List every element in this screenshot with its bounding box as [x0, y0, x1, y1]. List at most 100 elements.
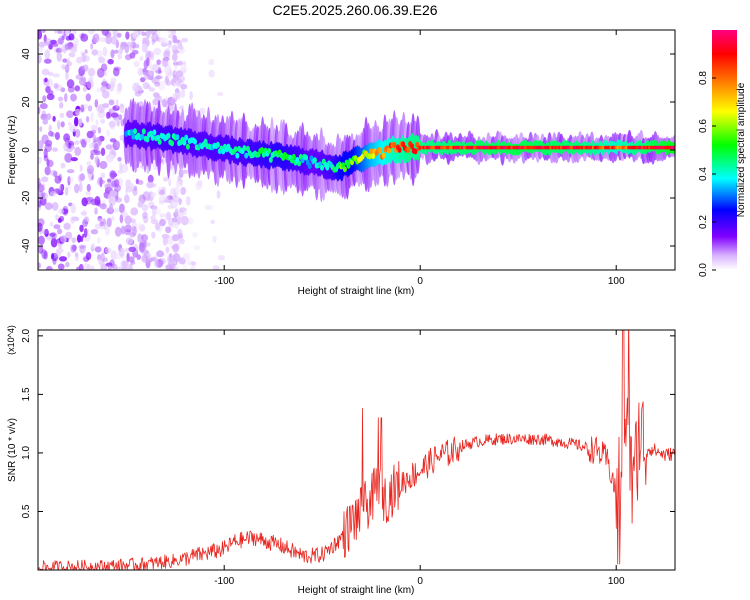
ridge-core: [369, 148, 374, 155]
y-tick-label: 2.0: [21, 328, 32, 342]
snr-frame: [37, 329, 676, 571]
noise-blob: [112, 30, 118, 37]
ridge-core: [267, 148, 272, 154]
noise-blob: [107, 58, 114, 65]
noise-blob: [108, 81, 115, 92]
noise-blob: [156, 30, 161, 38]
ridge-core: [297, 160, 302, 167]
noise-blob: [65, 184, 72, 191]
noise-blob: [116, 32, 122, 38]
noise-blob: [61, 64, 66, 70]
noise-blob: [60, 87, 66, 93]
noise-blob: [70, 203, 77, 214]
noise-blob: [43, 34, 47, 44]
ridge-core: [244, 152, 249, 159]
noise-blob: [137, 201, 144, 208]
noise-blob: [83, 55, 90, 62]
noise-blob: [156, 250, 165, 258]
noise-blob: [159, 218, 166, 227]
noise-blob: [52, 147, 58, 152]
noise-blob: [53, 224, 61, 230]
noise-blob: [152, 63, 159, 72]
noise-blob: [125, 186, 133, 193]
noise-blob: [83, 228, 88, 238]
noise-blob: [217, 91, 224, 97]
noise-blob: [57, 37, 64, 45]
noise-blob: [48, 131, 54, 137]
noise-blob: [162, 57, 169, 68]
noise-blob: [118, 47, 124, 55]
noise-blob: [38, 156, 42, 164]
y-tick-label: 0.5: [21, 504, 32, 518]
noise-blob: [165, 211, 172, 221]
noise-blob: [62, 58, 68, 63]
ridge-core: [129, 129, 134, 136]
noise-blob: [71, 237, 77, 243]
noise-blob: [80, 51, 85, 56]
noise-blob: [216, 190, 221, 199]
noise-blob: [91, 243, 96, 249]
noise-blob: [183, 209, 187, 216]
noise-blob: [141, 31, 146, 36]
noise-blob: [38, 200, 42, 208]
noise-blob: [175, 70, 184, 78]
noise-blob: [90, 229, 99, 235]
noise-blob: [38, 54, 42, 64]
noise-blob: [137, 180, 144, 185]
ridge-core: [342, 166, 347, 173]
spectrogram-ridge: [123, 98, 675, 203]
noise-blob: [38, 202, 42, 212]
noise-blob: [59, 256, 67, 262]
noise-blob: [44, 202, 53, 210]
noise-blob: [110, 77, 117, 83]
y-tick-label: 40: [21, 48, 32, 60]
noise-blob: [65, 70, 69, 81]
noise-blob: [42, 118, 48, 124]
noise-blob: [55, 248, 64, 254]
noise-blob: [65, 231, 73, 240]
noise-blob: [86, 160, 92, 167]
noise-blob: [38, 190, 44, 200]
noise-blob: [192, 231, 198, 238]
noise-blob: [44, 166, 51, 176]
noise-blob: [97, 255, 102, 265]
noise-blob: [99, 261, 105, 267]
noise-blob: [95, 119, 99, 126]
noise-blob: [141, 37, 147, 43]
noise-blob: [110, 112, 119, 118]
spectrogram-x-axis-label: Height of straight line (km): [298, 286, 415, 297]
noise-blob: [173, 188, 177, 194]
noise-blob: [149, 30, 158, 35]
noise-blob: [212, 235, 217, 244]
ridge-core: [145, 136, 150, 143]
noise-blob: [175, 81, 182, 86]
noise-blob: [88, 265, 95, 270]
noise-blob: [137, 222, 142, 230]
noise-blob: [92, 141, 100, 151]
noise-blob: [165, 77, 170, 84]
noise-blob: [100, 252, 105, 263]
noise-blob: [158, 81, 166, 91]
noise-blob: [193, 245, 201, 251]
noise-blob: [125, 31, 130, 40]
colorbar-tick-label: 0.2: [698, 215, 709, 229]
noise-blob: [178, 47, 185, 54]
noise-blob: [146, 181, 154, 189]
ridge-core: [140, 133, 145, 140]
noise-blob: [38, 106, 41, 115]
snr-multiplier-label: (x10^4): [6, 325, 16, 355]
noise-blob: [87, 30, 96, 35]
x-tick-label: -100: [214, 276, 234, 287]
noise-blob: [98, 56, 106, 64]
noise-blob: [106, 111, 111, 119]
noise-blob: [99, 221, 104, 227]
ridge-core: [367, 153, 372, 160]
noise-blob: [170, 96, 175, 107]
noise-blob: [86, 79, 94, 89]
noise-blob: [141, 249, 149, 255]
noise-blob: [87, 67, 96, 77]
noise-blob: [90, 112, 94, 122]
noise-blob: [92, 34, 100, 43]
noise-blob: [132, 188, 138, 196]
noise-blob: [151, 32, 159, 43]
